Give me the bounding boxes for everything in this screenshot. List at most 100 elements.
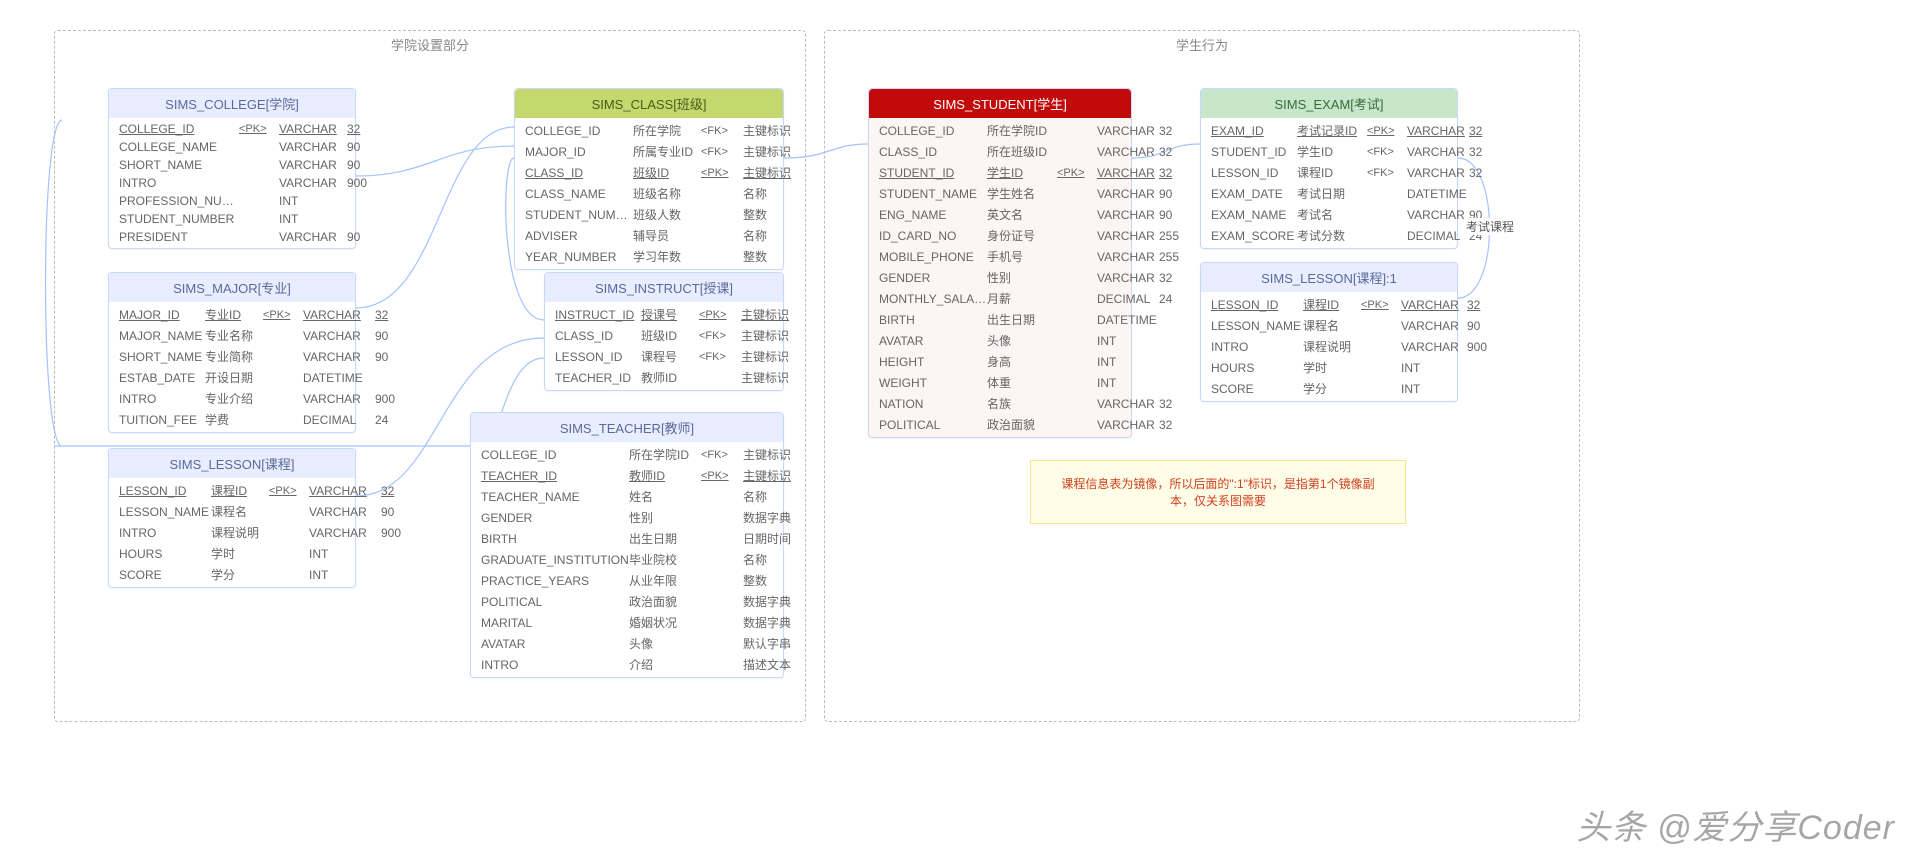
field-name: GRADUATE_INSTITUTION: [481, 553, 629, 567]
field-row: HOURS学时INT: [109, 543, 355, 564]
field-name: LESSON_ID: [119, 484, 211, 498]
field-row: AVATAR头像默认字串: [471, 633, 783, 654]
field-col: INT: [309, 568, 381, 582]
field-col: 学生姓名: [987, 185, 1057, 202]
field-row: SCORE学分INT: [109, 564, 355, 585]
field-row: POLITICAL政治面貌VARCHAR32: [869, 414, 1131, 435]
entity-title: SIMS_STUDENT[学生]: [869, 89, 1131, 118]
field-col: 32: [1469, 145, 1493, 159]
entity-exam: SIMS_EXAM[考试]EXAM_ID考试记录ID<PK>VARCHAR32S…: [1200, 88, 1458, 249]
field-name: COLLEGE_ID: [525, 124, 633, 138]
field-row: PRESIDENTVARCHAR90: [109, 228, 355, 246]
field-col: 900: [347, 176, 375, 190]
field-col: 32: [1159, 145, 1185, 159]
entity-body: LESSON_ID课程ID<PK>VARCHAR32LESSON_NAME课程名…: [1201, 292, 1457, 401]
field-col: 从业年限: [629, 572, 701, 589]
field-col: 90: [375, 329, 403, 343]
field-name: TEACHER_ID: [481, 469, 629, 483]
field-name: LESSON_ID: [1211, 166, 1297, 180]
field-row: MARITAL婚姻状况数据字典: [471, 612, 783, 633]
field-col: <PK>: [701, 167, 743, 179]
field-col: <PK>: [1367, 125, 1407, 137]
field-col: 整数: [743, 248, 801, 265]
field-name: MAJOR_ID: [119, 308, 205, 322]
field-col: VARCHAR: [1401, 319, 1467, 333]
field-row: SHORT_NAMEVARCHAR90: [109, 156, 355, 174]
field-name: EXAM_DATE: [1211, 187, 1297, 201]
field-col: 主键标识: [741, 369, 799, 386]
field-col: 数据字典: [743, 614, 801, 631]
field-col: 学生ID: [1297, 143, 1367, 160]
group-title: 学院设置部分: [391, 35, 469, 54]
field-col: VARCHAR: [279, 176, 347, 190]
field-col: 默认字串: [743, 635, 801, 652]
field-col: 班级人数: [633, 206, 701, 223]
field-col: VARCHAR: [1401, 340, 1467, 354]
field-name: NATION: [879, 397, 987, 411]
field-col: <PK>: [269, 485, 309, 497]
field-col: 名称: [743, 551, 801, 568]
field-row: LESSON_ID课程号<FK>主键标识: [545, 346, 783, 367]
field-row: POLITICAL政治面貌数据字典: [471, 591, 783, 612]
field-col: 课程名: [1303, 317, 1361, 334]
field-col: VARCHAR: [303, 308, 375, 322]
field-row: CLASS_ID班级ID<FK>主键标识: [545, 325, 783, 346]
field-col: 数据字典: [743, 509, 801, 526]
field-col: 考试日期: [1297, 185, 1367, 202]
field-col: 学时: [1303, 359, 1361, 376]
field-col: 32: [1159, 271, 1185, 285]
field-col: 所在学院ID: [629, 446, 701, 463]
field-name: POLITICAL: [481, 595, 629, 609]
field-row: INTRO课程说明VARCHAR900: [109, 522, 355, 543]
field-col: 90: [347, 158, 375, 172]
field-col: VARCHAR: [1407, 145, 1469, 159]
field-col: 教师ID: [641, 369, 699, 386]
field-col: 班级ID: [633, 164, 701, 181]
entity-body: COLLEGE_ID所在学院IDVARCHAR32CLASS_ID所在班级IDV…: [869, 118, 1131, 437]
field-col: VARCHAR: [1097, 166, 1159, 180]
field-col: 所在学院: [633, 122, 701, 139]
field-row: COLLEGE_ID所在学院IDVARCHAR32: [869, 120, 1131, 141]
field-col: INT: [279, 194, 347, 208]
field-col: 90: [375, 350, 403, 364]
field-name: STUDENT_NUMBER: [119, 212, 239, 226]
field-name: PRESIDENT: [119, 230, 239, 244]
field-col: 主键标识: [741, 348, 799, 365]
field-name: CLASS_ID: [879, 145, 987, 159]
field-name: CLASS_ID: [555, 329, 641, 343]
field-col: 所在学院ID: [987, 122, 1057, 139]
field-name: HOURS: [1211, 361, 1303, 375]
field-col: 班级ID: [641, 327, 699, 344]
field-name: LESSON_ID: [1211, 298, 1303, 312]
field-row: LESSON_NAME课程名VARCHAR90: [1201, 315, 1457, 336]
field-row: ESTAB_DATE开设日期DATETIME: [109, 367, 355, 388]
field-name: BIRTH: [481, 532, 629, 546]
field-col: VARCHAR: [303, 350, 375, 364]
field-name: SHORT_NAME: [119, 350, 205, 364]
field-name: MONTHLY_SALARY: [879, 292, 987, 306]
field-col: 学分: [1303, 380, 1361, 397]
field-name: COLLEGE_NAME: [119, 140, 239, 154]
field-col: VARCHAR: [1407, 208, 1469, 222]
field-col: 学生ID: [987, 164, 1057, 181]
field-col: DATETIME: [1407, 187, 1469, 201]
field-col: VARCHAR: [1097, 418, 1159, 432]
field-row: MAJOR_ID专业ID<PK>VARCHAR32: [109, 304, 355, 325]
field-col: 课程说明: [211, 524, 269, 541]
field-col: 主键标识: [743, 122, 801, 139]
field-row: NATION名族VARCHAR32: [869, 393, 1131, 414]
field-col: <FK>: [699, 330, 741, 342]
field-name: STUDENT_NAME: [879, 187, 987, 201]
group-title: 学生行为: [1176, 35, 1228, 54]
field-name: STUDENT_ID: [1211, 145, 1297, 159]
field-col: 255: [1159, 250, 1185, 264]
field-row: CLASS_ID班级ID<PK>主键标识: [515, 162, 783, 183]
field-col: 数据字典: [743, 593, 801, 610]
field-col: 32: [1159, 124, 1185, 138]
field-row: LESSON_ID课程ID<PK>VARCHAR32: [1201, 294, 1457, 315]
field-col: VARCHAR: [1097, 145, 1159, 159]
field-name: LESSON_NAME: [1211, 319, 1303, 333]
field-col: <FK>: [699, 351, 741, 363]
field-name: STUDENT_NUMBER: [525, 208, 633, 222]
field-row: BIRTH出生日期日期时间: [471, 528, 783, 549]
